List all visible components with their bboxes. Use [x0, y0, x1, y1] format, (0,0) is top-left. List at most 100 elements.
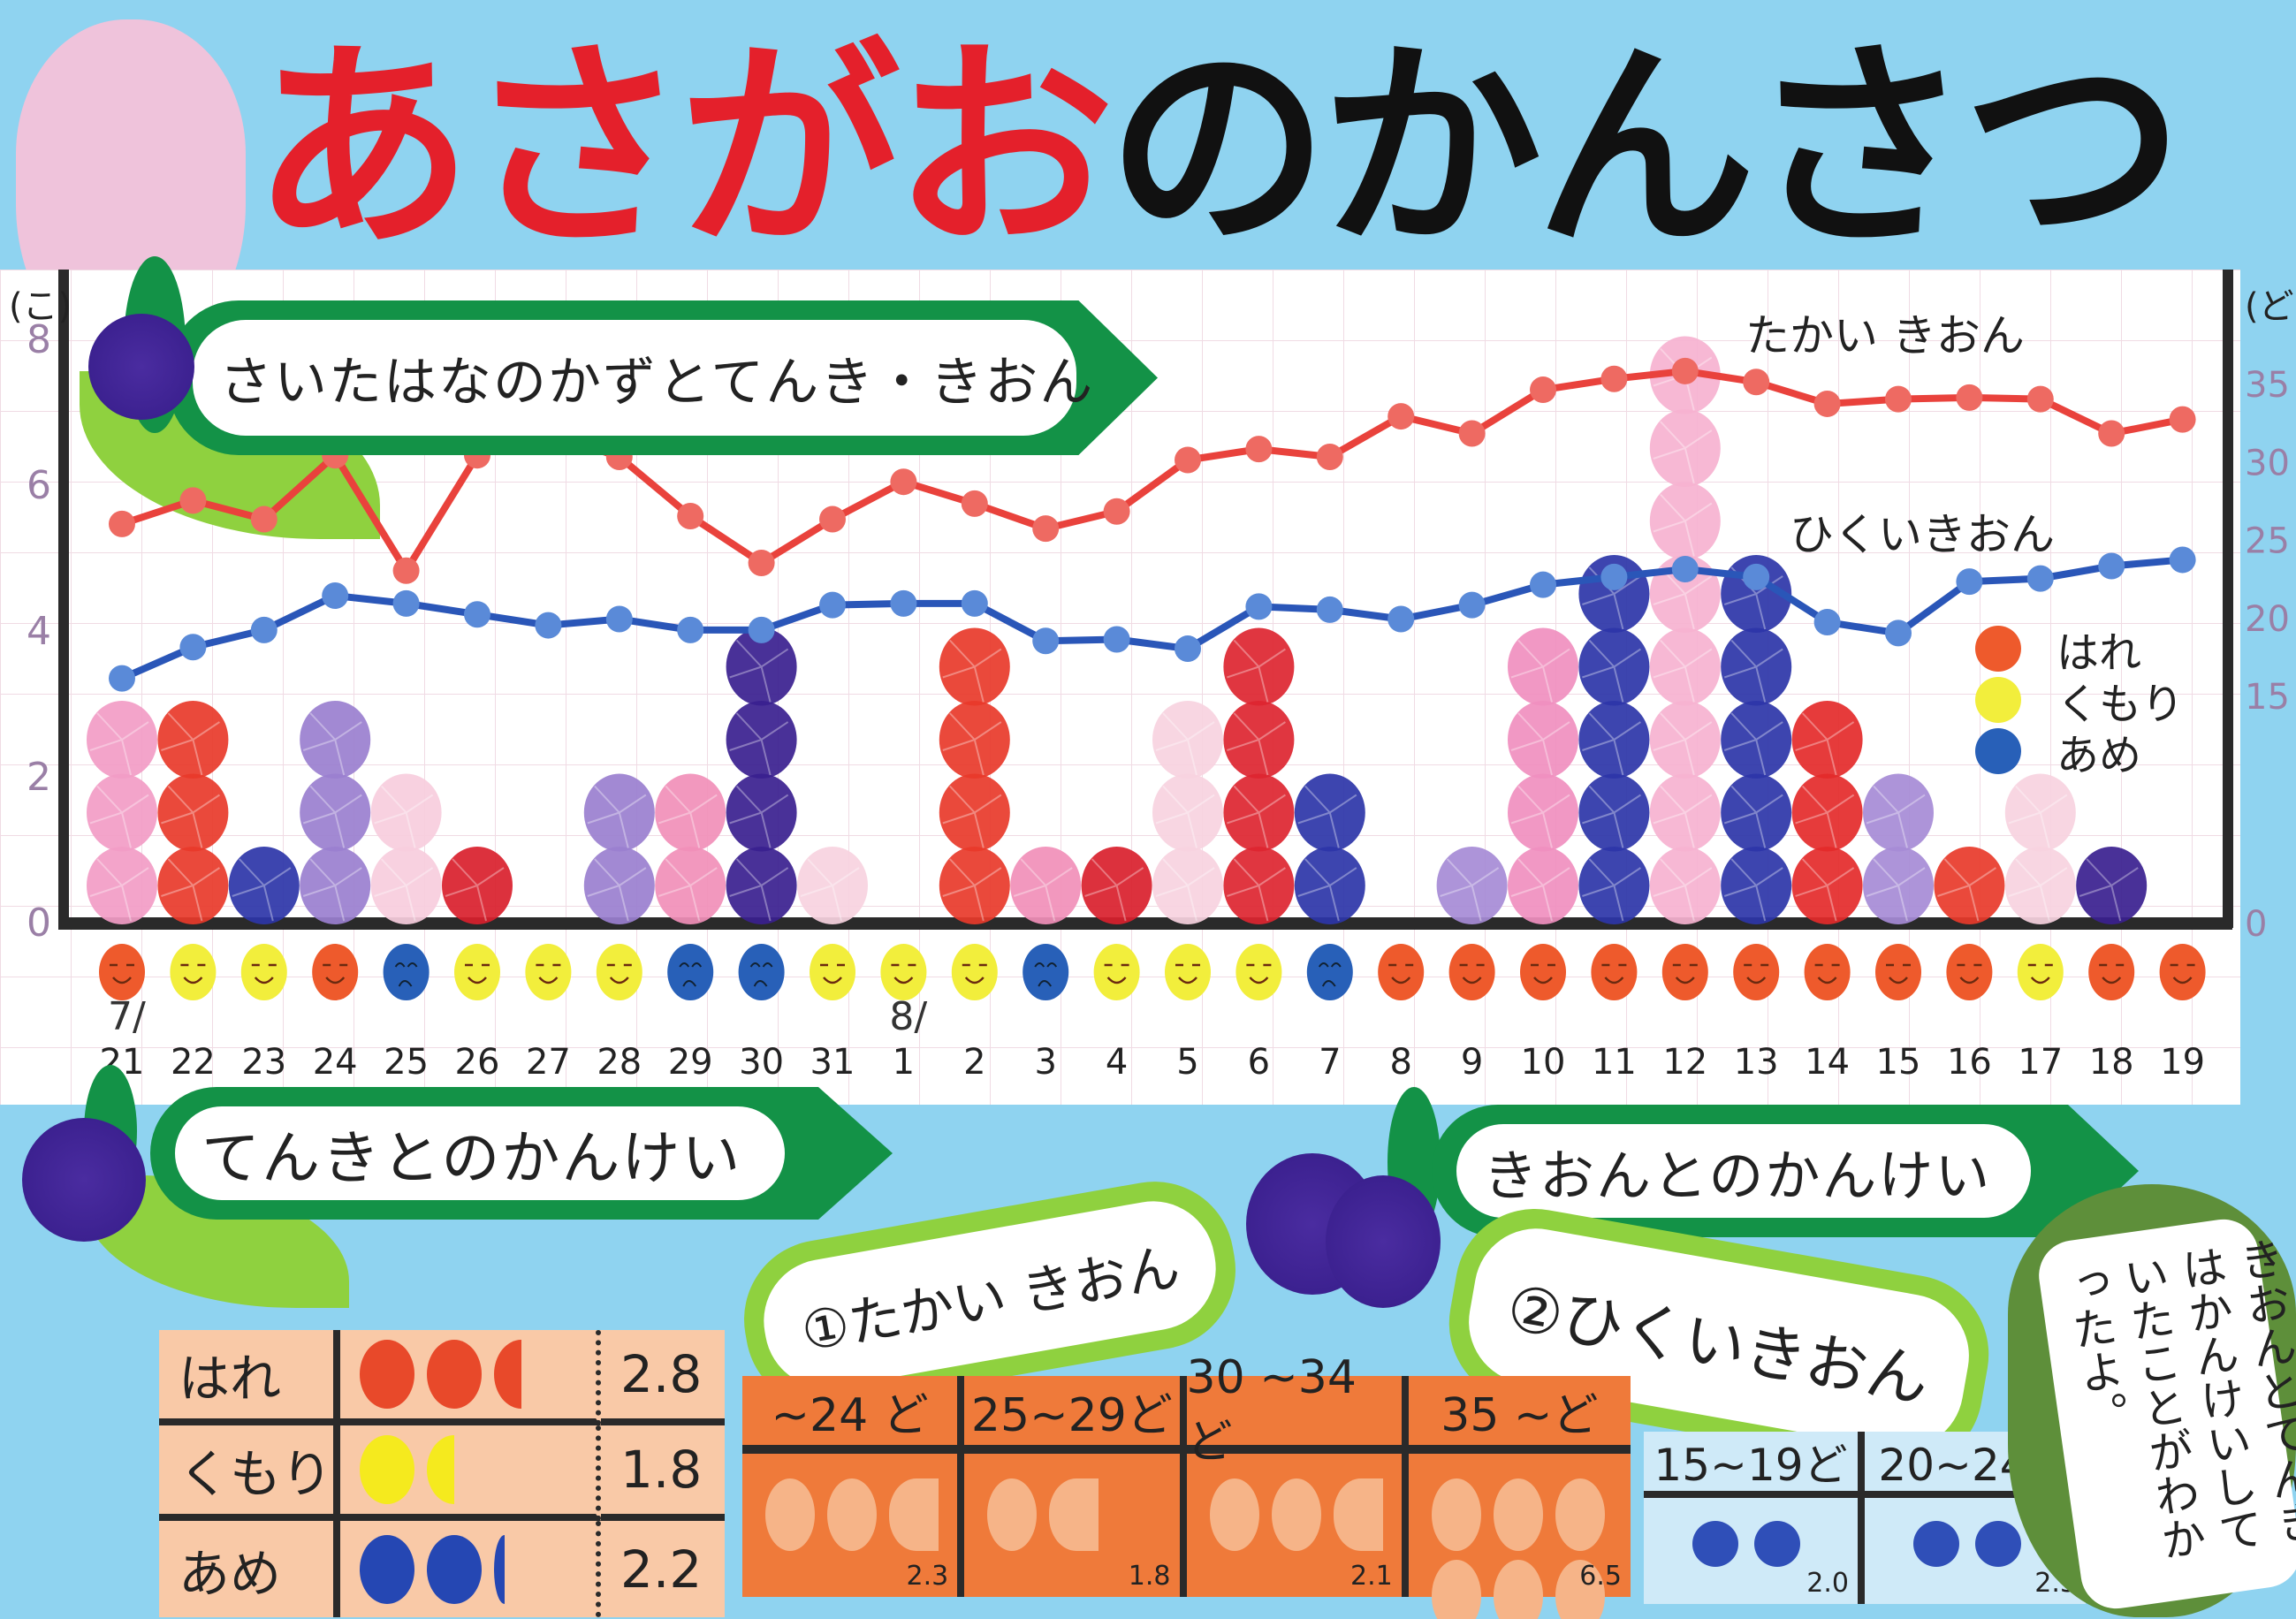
- low-temp-point: [748, 616, 775, 643]
- flower-fold: [942, 712, 1002, 776]
- flower-fold: [1155, 712, 1215, 776]
- date-label: 22: [171, 1042, 216, 1083]
- weather-relation-header: てんきとのかんけい: [175, 1106, 785, 1200]
- flower-marker: [1578, 773, 1650, 852]
- weather-row-label: あめ: [159, 1521, 340, 1617]
- high-temp-point: [1245, 436, 1273, 463]
- temp-range-value: 2.0: [1806, 1568, 1849, 1599]
- high-temp-point: [1458, 420, 1486, 447]
- legend-item-rain: あめ: [1975, 726, 2184, 780]
- date-label: 30: [739, 1042, 784, 1083]
- weather-row-label: はれ: [159, 1330, 340, 1425]
- flowers-weather-temperature-chart: (こ)02468(ど)015202530357/2122232425262728…: [9, 270, 2296, 1083]
- temp-range-value: 2.1: [1350, 1561, 1393, 1592]
- flower-fold: [587, 785, 647, 848]
- page-title: あさがお のかんさつ: [252, 16, 2184, 281]
- flower-fold: [1227, 785, 1286, 848]
- low-temp-point: [322, 582, 349, 610]
- weather-legend: はれ くもり あめ: [1975, 623, 2184, 780]
- flower-marker: [1721, 847, 1792, 924]
- flower-fold: [89, 858, 149, 922]
- flower-marker: [87, 701, 157, 779]
- date-label: 31: [810, 1042, 855, 1083]
- right-axis-tick: 0: [2245, 904, 2267, 945]
- rain-weather-icon: [667, 944, 714, 1000]
- flower-fold: [302, 712, 362, 776]
- low-temp-point: [109, 665, 135, 692]
- weather-relation-banner: てんきとのかんけい: [150, 1087, 893, 1220]
- sunny-weather-icon: [1733, 944, 1780, 1000]
- weather-relation-table: はれ 2.8 くもり 1.8 あめ 2.2: [159, 1330, 725, 1617]
- flower-fold: [942, 639, 1002, 703]
- smile-face: [891, 963, 916, 984]
- smile-face: [251, 963, 277, 984]
- flower-marker: [939, 627, 1010, 706]
- low-temp-label: ひくいきおん: [1790, 509, 2055, 560]
- date-label: 19: [2160, 1042, 2205, 1083]
- smile-face: [1104, 963, 1129, 984]
- smile-face: [1388, 963, 1414, 984]
- smile-face: [1246, 963, 1272, 984]
- flower-fold: [1510, 785, 1570, 848]
- weather-row-value: 2.2: [620, 1539, 703, 1600]
- flower-marker: [1578, 701, 1650, 779]
- flower-marker: [442, 847, 513, 924]
- rain-weather-icon: [1023, 944, 1069, 1000]
- flower-fold: [1297, 858, 1357, 922]
- morning-glory-icon: [88, 314, 194, 420]
- right-axis-tick: 30: [2245, 443, 2290, 483]
- temp-range-header: ~24 ど: [742, 1376, 965, 1454]
- low-temp-point: [250, 616, 277, 643]
- flower-marker: [939, 773, 1010, 852]
- flower-fold: [729, 712, 789, 776]
- flower-marker: [1863, 847, 1934, 924]
- date-label: 5: [1176, 1042, 1198, 1083]
- flower-marker: [300, 773, 371, 852]
- cloudy-weather-icon: [525, 944, 572, 1000]
- date-label: 15: [1876, 1042, 1921, 1083]
- flower-fold: [1937, 858, 1996, 922]
- flower-fold: [2079, 858, 2139, 922]
- flower-marker: [1223, 627, 1295, 706]
- high-temp-point: [1316, 443, 1343, 470]
- low-temp-point: [464, 601, 490, 628]
- high-temp-point: [250, 505, 277, 533]
- flower-fold: [1155, 785, 1215, 848]
- flower-fold: [2008, 858, 2068, 922]
- weather-row-label: くもり: [159, 1425, 340, 1521]
- average-dot: [1271, 1478, 1321, 1551]
- date-label: 14: [1805, 1042, 1850, 1083]
- flower-fold: [232, 858, 292, 922]
- smile-face: [110, 963, 134, 984]
- date-label: 17: [2018, 1042, 2063, 1083]
- flower-marker: [726, 627, 797, 706]
- flower-marker: [1223, 701, 1295, 779]
- flower-fold: [1227, 712, 1286, 776]
- sad-face: [679, 962, 703, 987]
- flower-fold: [1866, 785, 1926, 848]
- average-dot: [427, 1435, 454, 1504]
- smile-face: [1531, 963, 1555, 984]
- average-dot: [427, 1340, 482, 1409]
- average-dot: [1493, 1560, 1543, 1619]
- sunny-weather-icon: [1661, 944, 1708, 1000]
- right-axis: [2223, 270, 2233, 928]
- low-temp-point: [2169, 546, 2196, 574]
- temp-range-header: 15~19ど: [1644, 1432, 1865, 1498]
- average-dot: [1555, 1478, 1605, 1551]
- legend-label: はれ: [2057, 628, 2142, 678]
- low-temp-line: [120, 556, 2183, 682]
- high-temp-point: [1530, 376, 1556, 404]
- rain-weather-icon: [383, 944, 430, 1000]
- flower-marker: [1934, 847, 2005, 924]
- weather-row-dots: [340, 1330, 601, 1425]
- date-label: 27: [526, 1042, 571, 1083]
- low-temp-table: 15~19ど 20~24ど 2.0 2.5: [1644, 1432, 2086, 1604]
- low-temp-point: [1813, 609, 1841, 636]
- flower-marker: [1508, 773, 1578, 852]
- cloudy-weather-icon: [1093, 944, 1140, 1000]
- month-label: 8/: [889, 994, 927, 1039]
- flower-fold: [302, 785, 362, 848]
- flower-fold: [1653, 566, 1713, 630]
- flower-fold: [374, 785, 434, 848]
